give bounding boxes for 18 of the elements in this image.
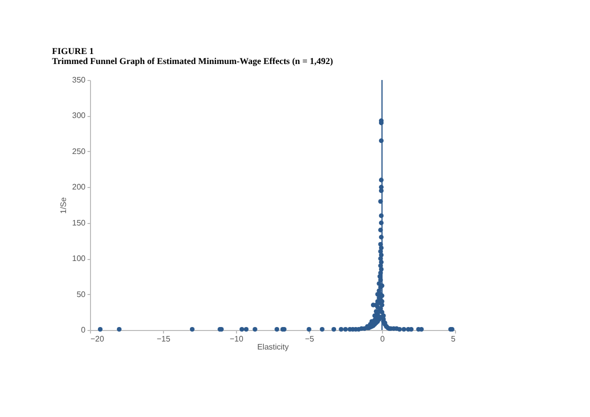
y-tick-label: 250 <box>72 146 86 156</box>
x-tick-label: −5 <box>304 334 315 344</box>
chart-subtitle: Trimmed Funnel Graph of Estimated Minimum-Wage Effects (n = 1,492) <box>52 56 333 66</box>
x-tick-label: −15 <box>156 334 171 344</box>
y-tick-label: 100 <box>72 254 86 264</box>
x-axis-title: Elasticity <box>257 342 289 352</box>
x-tick-label: 0 <box>380 334 386 344</box>
y-axis-title: 1/Se <box>59 196 68 214</box>
y-tick-label: 350 <box>72 76 86 84</box>
chart-title: FIGURE 1 <box>52 46 94 56</box>
x-tick-label: 5 <box>451 334 456 344</box>
y-tick-label: 200 <box>72 182 86 192</box>
y-tick-label: 300 <box>72 111 86 120</box>
y-tick-label: 0 <box>81 326 86 334</box>
y-tick-label: 50 <box>76 290 86 299</box>
x-tick-label: −10 <box>230 334 244 344</box>
x-tick-label: −20 <box>90 334 105 344</box>
y-tick-label: 150 <box>72 218 86 228</box>
